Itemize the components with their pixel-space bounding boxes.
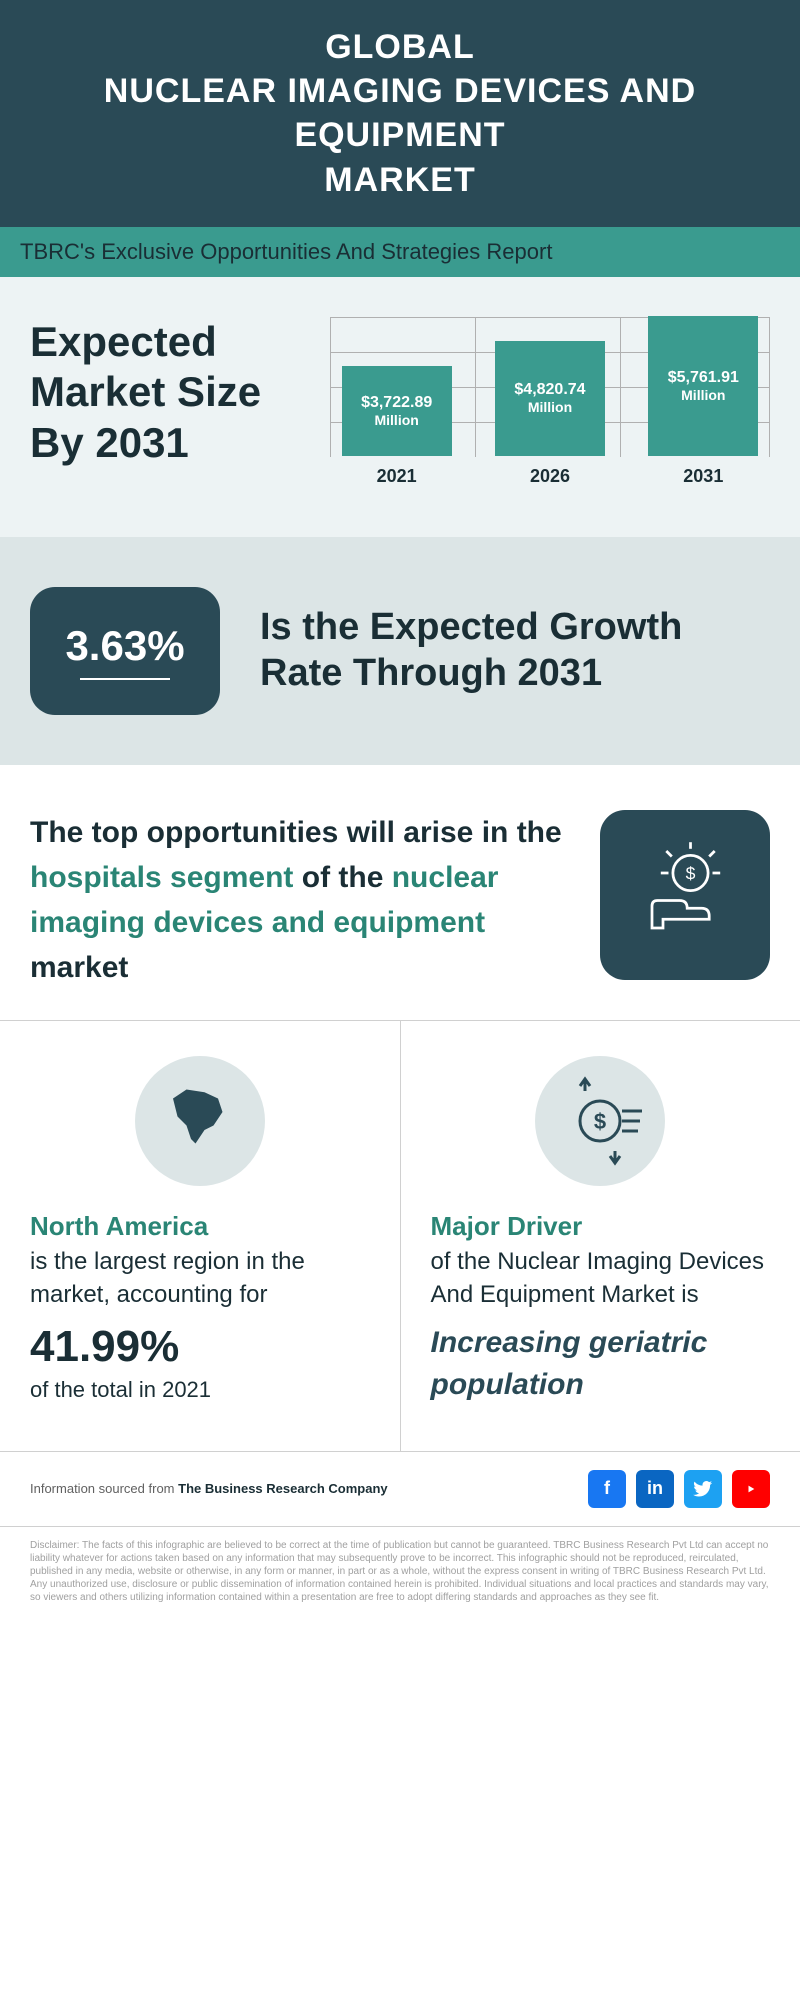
opportunities-section: The top opportunities will arise in the … — [0, 765, 800, 1021]
svg-text:$: $ — [594, 1109, 606, 1134]
social-icons: f in — [588, 1470, 770, 1508]
growth-text: Is the Expected Growth Rate Through 2031 — [260, 605, 770, 696]
youtube-icon[interactable] — [732, 1470, 770, 1508]
title-line3: MARKET — [324, 161, 475, 199]
region-percentage: 41.99% — [30, 1322, 370, 1372]
bar-unit: Million — [374, 412, 418, 428]
bar-value: $4,820.74 — [514, 381, 585, 399]
bar-item: $3,722.89 Million 2021 — [342, 366, 452, 487]
bar-value: $3,722.89 — [361, 394, 432, 412]
north-america-icon — [135, 1056, 265, 1186]
title-line1: GLOBAL — [325, 28, 475, 66]
bar-item: $5,761.91 Million 2031 — [648, 316, 758, 487]
bar-2021: $3,722.89 Million — [342, 366, 452, 456]
region-sub: of the total in 2021 — [30, 1377, 370, 1403]
dollar-arrows-icon: $ — [535, 1056, 665, 1186]
bar-label: 2021 — [377, 466, 417, 487]
region-heading: North America — [30, 1211, 370, 1242]
growth-percentage: 3.63% — [55, 622, 195, 670]
region-text: is the largest region in the market, acc… — [30, 1245, 370, 1312]
title-line2: NUCLEAR IMAGING DEVICES AND EQUIPMENT — [104, 72, 696, 154]
driver-column: $ Major Driver of the Nuclear Imaging De… — [401, 1021, 800, 1451]
lightbulb-hand-icon: $ — [600, 810, 770, 980]
bar-label: 2031 — [683, 466, 723, 487]
region-column: North America is the largest region in t… — [0, 1021, 401, 1451]
info-bold: The Business Research Company — [178, 1481, 388, 1496]
market-heading: Expected Market Size By 2031 — [30, 317, 310, 468]
driver-emphasis: Increasing geriatric population — [431, 1322, 771, 1406]
bar-item: $4,820.74 Million 2026 — [495, 341, 605, 487]
info-pre: Information sourced from — [30, 1481, 178, 1496]
subheader: TBRC's Exclusive Opportunities And Strat… — [0, 227, 800, 277]
driver-heading: Major Driver — [431, 1211, 771, 1242]
two-column-section: North America is the largest region in t… — [0, 1021, 800, 1451]
opp-mid: of the — [293, 861, 391, 894]
opp-pre: The top opportunities will arise in the — [30, 816, 562, 849]
linkedin-icon[interactable]: in — [636, 1470, 674, 1508]
bar-value: $5,761.91 — [668, 369, 739, 387]
market-section: Expected Market Size By 2031 $3,722.89 M… — [0, 277, 800, 537]
bar-unit: Million — [528, 399, 572, 415]
opp-post: market — [30, 951, 128, 984]
bars-container: $3,722.89 Million 2021 $4,820.74 Million… — [330, 327, 770, 487]
growth-underline — [80, 678, 170, 680]
bar-label: 2026 — [530, 466, 570, 487]
footer-info: Information sourced from The Business Re… — [0, 1451, 800, 1527]
bar-2031: $5,761.91 Million — [648, 316, 758, 456]
driver-text: of the Nuclear Imaging Devices And Equip… — [431, 1245, 771, 1312]
subheader-text: TBRC's Exclusive Opportunities And Strat… — [20, 239, 780, 265]
bar-2026: $4,820.74 Million — [495, 341, 605, 456]
market-chart: $3,722.89 Million 2021 $4,820.74 Million… — [330, 317, 770, 487]
disclaimer-text: Disclaimer: The facts of this infographi… — [0, 1527, 800, 1629]
market-heading-block: Expected Market Size By 2031 — [30, 317, 310, 487]
svg-text:$: $ — [686, 863, 696, 883]
facebook-icon[interactable]: f — [588, 1470, 626, 1508]
info-source: Information sourced from The Business Re… — [30, 1481, 388, 1496]
twitter-icon[interactable] — [684, 1470, 722, 1508]
bar-unit: Million — [681, 387, 725, 403]
growth-badge: 3.63% — [30, 587, 220, 715]
growth-section: 3.63% Is the Expected Growth Rate Throug… — [0, 537, 800, 765]
header: GLOBAL NUCLEAR IMAGING DEVICES AND EQUIP… — [0, 0, 800, 227]
opp-h1: hospitals segment — [30, 861, 293, 894]
header-title: GLOBAL NUCLEAR IMAGING DEVICES AND EQUIP… — [20, 25, 780, 202]
opportunities-text: The top opportunities will arise in the … — [30, 810, 570, 990]
